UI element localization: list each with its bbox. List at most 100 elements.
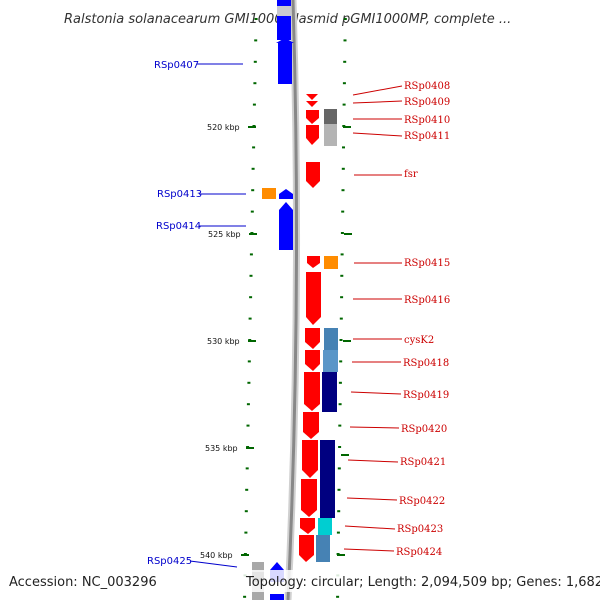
gene-fsr[interactable] (306, 162, 320, 188)
tick-dot (250, 210, 254, 213)
tick-dot (343, 39, 347, 42)
label-rsp0408[interactable]: RSp0408 (404, 81, 450, 92)
tick-dot (254, 39, 258, 42)
label-rsp0419[interactable]: RSp0419 (403, 390, 449, 401)
kbp-label-535: 535 kbp (205, 444, 238, 453)
gene-rsp0410[interactable] (306, 110, 319, 124)
tick-dot (253, 60, 257, 63)
tick-dot (340, 253, 344, 256)
label-fsr[interactable]: fsr (404, 169, 418, 180)
tick-dot (342, 103, 346, 106)
gene-rsp0408[interactable] (306, 94, 318, 100)
gene-rsp0422[interactable] (301, 479, 317, 517)
tick-dot (343, 60, 347, 63)
label-rsp0418[interactable]: RSp0418 (403, 358, 449, 369)
gene-rsp0424-hit (316, 535, 330, 562)
label-rsp0422[interactable]: RSp0422 (399, 496, 445, 507)
kbp-label-530: 530 kbp (207, 337, 240, 346)
tick-dot (339, 317, 343, 320)
tick-dot (339, 360, 343, 363)
tick-dot (338, 403, 342, 406)
accession-text: Accession: NC_003296 (9, 575, 157, 590)
tick-dot (247, 381, 251, 384)
gene-rsp0415[interactable] (307, 256, 320, 268)
tick-dot (340, 296, 344, 299)
gene-rsp0421[interactable] (302, 440, 318, 478)
gene-rsp0413-arrow[interactable] (279, 189, 293, 199)
tick-dot (337, 467, 341, 470)
tick-dot (251, 189, 255, 192)
label-rsp0424[interactable]: RSp0424 (396, 547, 442, 558)
gene-rsp0419[interactable] (304, 372, 320, 411)
tick-dot (339, 339, 343, 341)
gene-top-grey (277, 6, 291, 16)
leader-line-rsp0422 (346, 497, 398, 501)
label-rsp0411[interactable]: RSp0411 (404, 131, 450, 142)
gene-rsp0416[interactable] (306, 272, 321, 325)
tick-dot (244, 531, 248, 534)
gene-rsp0415-hit (324, 256, 338, 269)
tick-dot (249, 296, 253, 299)
tick-dot (252, 103, 256, 106)
gene-rsp0414[interactable] (279, 202, 293, 250)
label-rsp0420[interactable]: RSp0420 (401, 424, 447, 435)
tick-dot (338, 381, 342, 384)
gene-rsp0423[interactable] (300, 518, 315, 534)
label-rsp0421[interactable]: RSp0421 (400, 457, 446, 468)
gene-rsp0423-hit (318, 518, 332, 535)
label-rsp0410[interactable]: RSp0410 (404, 115, 450, 126)
gene-rsp0418[interactable] (305, 350, 320, 371)
plasmid-backbone-core (286, 0, 299, 600)
tick-dot (340, 232, 344, 234)
gene-rsp0411[interactable] (306, 125, 319, 145)
tick-dot (341, 167, 345, 170)
tick-dot (246, 424, 250, 427)
tick-dot (246, 403, 250, 406)
label-rsp0415[interactable]: RSp0415 (404, 258, 450, 269)
right-gene-labels: RSp0408 RSp0409 RSp0410 RSp0411 fsr RSp0… (343, 81, 450, 558)
footer-background (0, 570, 600, 592)
gene-rsp0419-hit (322, 372, 337, 412)
label-cysk2[interactable]: cysK2 (404, 335, 434, 346)
forward-strand-genes (299, 94, 338, 562)
leader-line-rsp0419 (350, 391, 402, 395)
gene-rsp0407[interactable] (278, 43, 292, 84)
leader-line-rsp0409 (352, 100, 403, 104)
tick-dot (338, 446, 342, 448)
gene-cysk2[interactable] (305, 328, 320, 349)
tick-dot (340, 274, 344, 277)
label-rsp0416[interactable]: RSp0416 (404, 295, 450, 306)
leader-line-rsp0408 (352, 85, 403, 96)
tick-dot (342, 82, 346, 85)
tick-dot (341, 210, 345, 213)
tick-dot (249, 253, 253, 256)
leader-line-rsp0425 (189, 560, 238, 568)
kbp-scale: 520 kbp 525 kbp 530 kbp 535 kbp 540 kbp (200, 123, 352, 560)
gene-rsp0409[interactable] (306, 101, 318, 107)
tick-dot (243, 595, 247, 598)
gene-cysk2-hit (324, 328, 338, 350)
leader-line-rsp0420 (349, 426, 400, 429)
label-rsp0414[interactable]: RSp0414 (156, 221, 201, 232)
tick-dot (252, 146, 256, 149)
gene-rsp0421-hit (320, 440, 335, 518)
tick-dot (251, 167, 255, 170)
tick-dot (336, 531, 340, 534)
gene-rsp0420[interactable] (303, 412, 319, 439)
gene-rsp0411-hit (324, 124, 337, 146)
label-rsp0413[interactable]: RSp0413 (157, 189, 202, 200)
tick-dot (253, 82, 257, 85)
leader-line-rsp0423 (344, 525, 396, 530)
gene-rsp0424[interactable] (299, 535, 314, 562)
reverse-strand-genes (252, 0, 294, 600)
leader-line-rsp0421 (347, 459, 399, 463)
tick-dot (245, 467, 249, 470)
label-rsp0409[interactable]: RSp0409 (404, 97, 450, 108)
gene-rsp0413-box[interactable] (262, 188, 276, 199)
label-rsp0425[interactable]: RSp0425 (147, 556, 192, 567)
label-rsp0407[interactable]: RSp0407 (154, 60, 199, 71)
tick-dot (254, 18, 258, 20)
left-gene-labels: RSp0407 RSp0413 RSp0414 RSp0425 (147, 60, 246, 568)
label-rsp0423[interactable]: RSp0423 (397, 524, 443, 535)
